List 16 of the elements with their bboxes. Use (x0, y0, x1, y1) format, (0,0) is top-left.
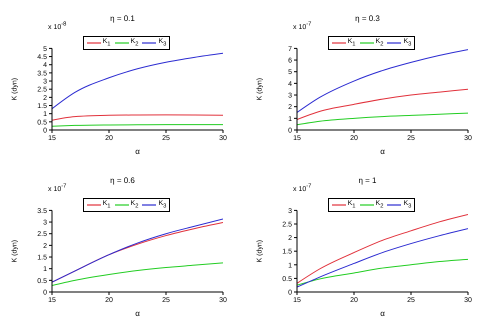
line-series (52, 262, 223, 286)
line-series (297, 258, 468, 286)
line-series (297, 112, 468, 126)
line-series (52, 52, 223, 110)
chart-title: η = 0.1 (110, 14, 135, 23)
chart-title: η = 0.3 (355, 14, 380, 23)
chart-title: η = 1 (358, 176, 376, 185)
line-series (297, 214, 468, 284)
line-series (297, 49, 468, 114)
x-axis-title: α (135, 147, 140, 156)
line-series (297, 228, 468, 288)
x-axis-title: α (380, 147, 386, 156)
chart-title: η = 0.6 (110, 176, 135, 185)
line-series (297, 88, 468, 120)
x-axis-title: α (135, 309, 140, 318)
x-axis-title: α (380, 309, 386, 318)
